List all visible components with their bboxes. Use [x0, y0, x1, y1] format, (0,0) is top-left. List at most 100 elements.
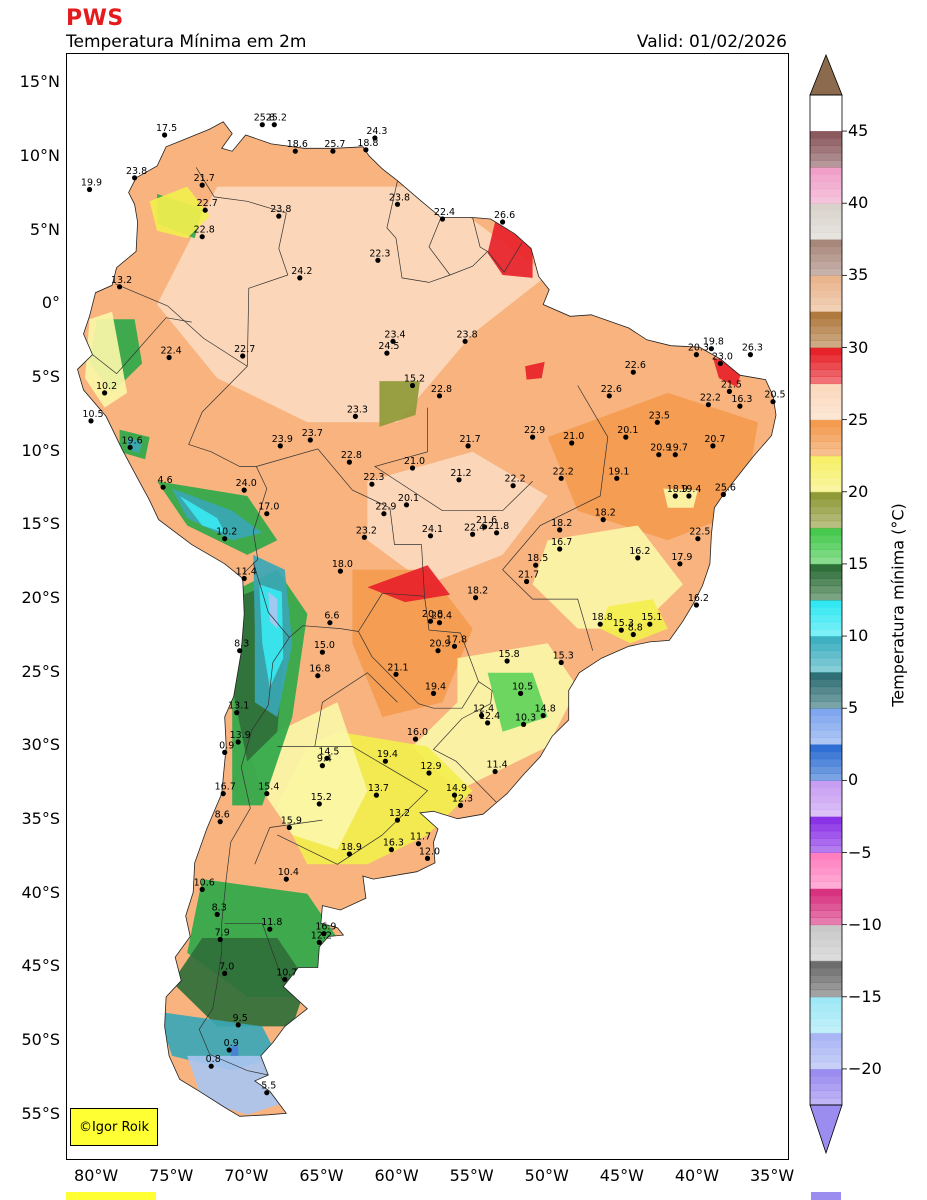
station: 10.6 — [194, 877, 215, 893]
station-dot — [630, 369, 636, 375]
border-line — [114, 167, 289, 367]
lon-tick-label: 45°W — [599, 1166, 644, 1185]
station-value: 21.5 — [721, 379, 742, 390]
station: 21.0 — [404, 456, 425, 471]
station: 23.8 — [457, 329, 478, 344]
station-value: 10.7 — [276, 967, 297, 978]
colorbar-segment — [810, 758, 842, 767]
station: 0.8 — [206, 1054, 221, 1069]
country-borders — [92, 167, 609, 1076]
temperature-map[interactable]: 17.525.825.218.6 25.724.318.819.923.821.7… — [66, 53, 789, 1160]
colorbar-segment — [810, 311, 842, 320]
lat-tick-label: 45°S — [21, 956, 60, 976]
station-value: 25.2 — [266, 113, 287, 124]
colorbar-tick-label: −10 — [848, 914, 882, 934]
station-value: 9.4 — [317, 754, 332, 765]
station-value: 12.3 — [452, 793, 473, 804]
station-value: 22.3 — [369, 248, 390, 259]
colorbar-segment — [810, 333, 842, 341]
station-value: 21.6 — [476, 515, 497, 526]
station-dot — [352, 413, 358, 419]
station-value: 10.6 — [194, 877, 215, 888]
station-dot — [695, 536, 701, 542]
station-dot — [199, 234, 205, 240]
colorbar-label: Temperatura mínima (°C) — [888, 503, 908, 707]
station-value: 16.2 — [688, 593, 709, 604]
station-dot — [327, 620, 333, 626]
lon-tick-label: 50°W — [524, 1166, 569, 1185]
station: 15.1 — [641, 612, 662, 627]
temp-zone — [268, 591, 278, 629]
colorbar-segment — [810, 1061, 842, 1070]
station-value: 19.4 — [680, 484, 701, 495]
station: 18.8 — [592, 612, 613, 627]
station-dot — [654, 419, 660, 425]
lat-tick-label: 35°S — [21, 809, 60, 829]
border-line — [472, 217, 488, 252]
colorbar-segment — [810, 765, 842, 774]
station-value: 22.7 — [234, 344, 255, 355]
station-dot — [202, 207, 208, 213]
station-dot — [451, 792, 458, 798]
station-value: 15.3 — [613, 618, 634, 629]
station-dot — [208, 1063, 214, 1069]
colorbar-segment — [810, 1018, 842, 1027]
station: 22.9 — [524, 425, 545, 440]
station: 18.9 — [341, 842, 362, 857]
station-dot — [409, 465, 416, 471]
station: 25.2 — [266, 113, 287, 128]
station-dot — [315, 673, 321, 679]
station-value: 21.8 — [488, 521, 509, 532]
station-value: 15.0 — [314, 640, 335, 651]
station-dot — [321, 931, 327, 937]
station-value: 18.8 — [592, 612, 613, 623]
station-value: 23.8 — [126, 166, 147, 177]
colorbar-segment — [810, 708, 842, 716]
coastline — [77, 121, 777, 1117]
colorbar-segment — [810, 174, 842, 183]
station: 15.4 — [258, 782, 279, 797]
station: 23.4 — [384, 329, 406, 344]
colorbar-segment — [810, 477, 842, 486]
station-dot — [88, 418, 94, 424]
station: 12.9 — [420, 761, 442, 776]
lat-tick-label: 10°N — [19, 146, 60, 166]
colorbar-segment — [810, 340, 842, 348]
map-title: Temperatura Mínima em 2m — [66, 32, 307, 52]
station-dot — [160, 484, 166, 490]
station: 18.5 — [527, 553, 548, 568]
station-value: 0.9 — [219, 740, 234, 751]
station: 23.5 — [649, 410, 670, 425]
station-value: 8.3 — [212, 902, 227, 913]
border-line — [254, 819, 323, 865]
station-value: 10.5 — [512, 681, 533, 692]
station-value: 12.0 — [419, 846, 440, 857]
station-dot — [473, 595, 479, 601]
colorbar-segment — [810, 924, 842, 933]
station: 7.0 — [219, 961, 234, 977]
station: 20.4 — [431, 611, 452, 626]
station: 16.3 — [731, 394, 752, 409]
station-dot — [222, 970, 228, 977]
station-dot — [235, 739, 241, 745]
station: 24.5 — [378, 341, 399, 356]
station-value: 17.5 — [156, 123, 177, 134]
station-dot — [720, 491, 727, 498]
station-dot — [307, 437, 313, 443]
station-value: 22.6 — [625, 360, 646, 371]
station: 22.4 — [464, 522, 485, 537]
lon-tick-label: 35°W — [749, 1166, 795, 1185]
colorbar-segment — [810, 780, 842, 789]
station: 22.2 — [553, 466, 574, 481]
station-value: 22.4 — [161, 346, 182, 357]
station-dot — [222, 536, 228, 542]
station-value: 23.9 — [272, 434, 293, 445]
station: 0.9 — [219, 740, 234, 756]
colorbar-segment — [810, 297, 842, 305]
station: 25.7 — [324, 139, 345, 154]
station: 15.3 — [613, 618, 634, 633]
station-dot — [618, 627, 624, 633]
station-value: 7.9 — [215, 928, 230, 939]
station-dot — [518, 690, 524, 697]
colorbar-segment — [810, 664, 842, 673]
